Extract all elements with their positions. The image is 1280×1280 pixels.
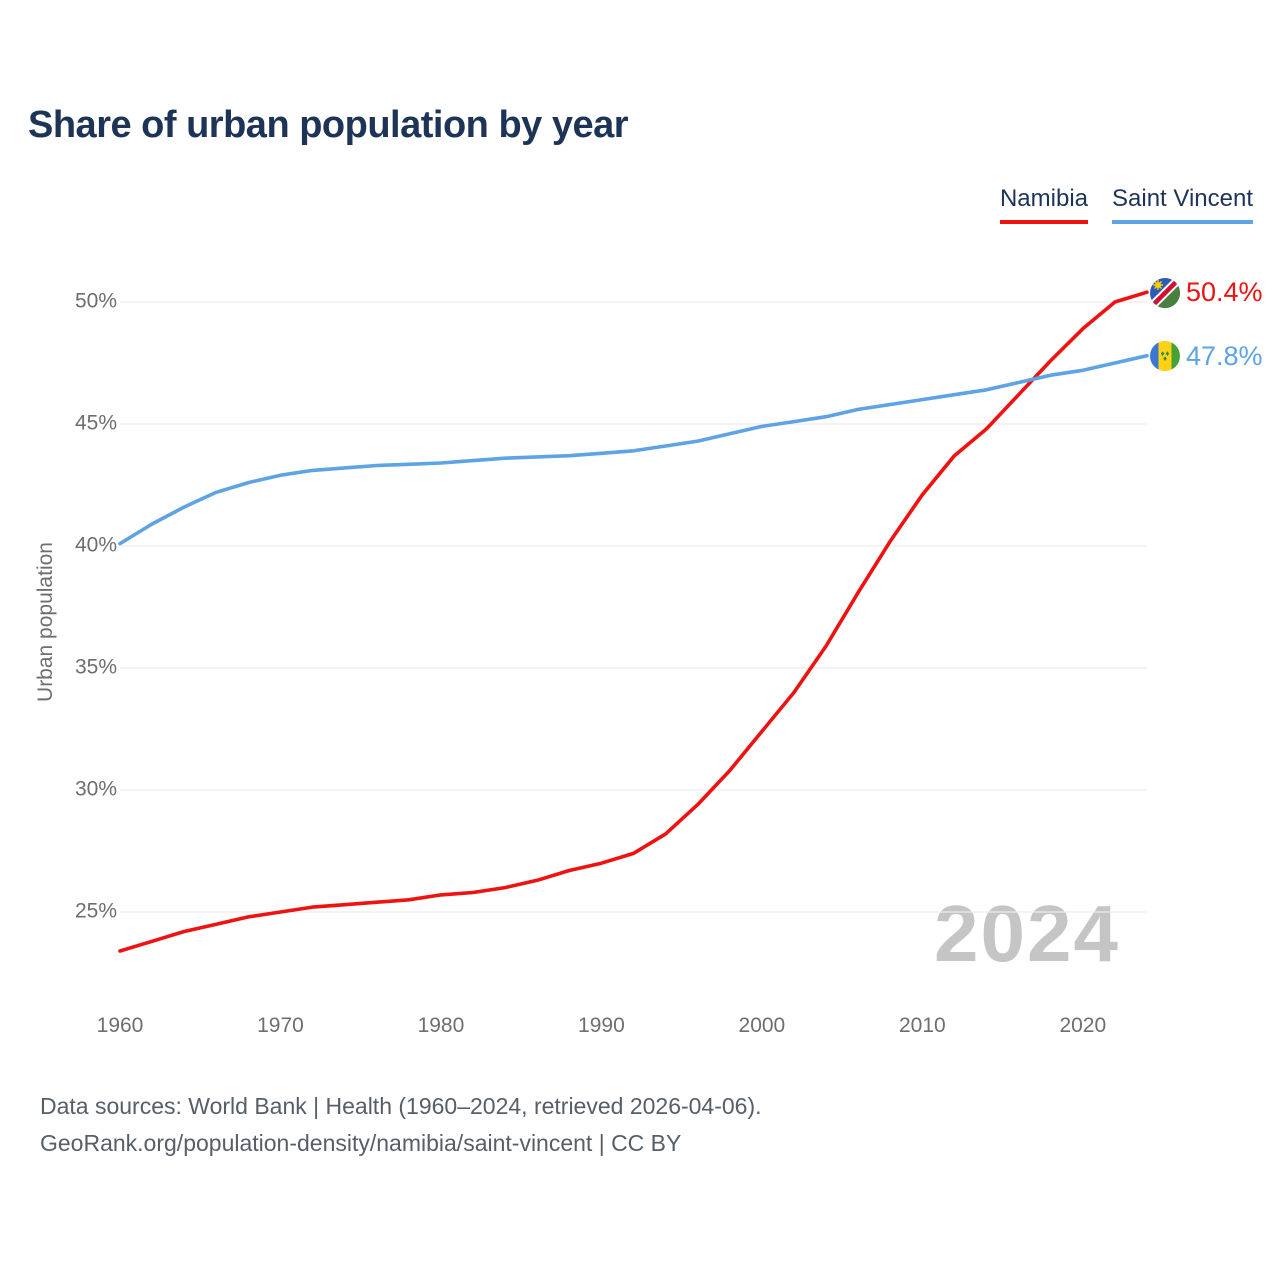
- y-axis-title: Urban population: [34, 542, 57, 702]
- x-tick-label: 2010: [898, 1014, 946, 1037]
- data-source-line2: GeoRank.org/population-density/namibia/s…: [40, 1130, 682, 1156]
- x-tick-label: 1990: [578, 1014, 625, 1037]
- series-end-label-namibia: 50.4%: [1150, 277, 1263, 308]
- legend-label-saint-vincent: Saint Vincent: [1112, 185, 1253, 212]
- x-tick-label: 1970: [257, 1014, 304, 1037]
- page-title: Share of urban population by year: [28, 104, 629, 146]
- legend-item-namibia[interactable]: Namibia: [999, 185, 1088, 224]
- legend: Namibia Saint Vincent: [999, 185, 1253, 224]
- y-tick-label: 25%: [74, 899, 117, 923]
- saint-vincent-flag-icon: [1150, 341, 1180, 372]
- y-tick-label: 40%: [74, 533, 117, 557]
- x-tick-label: 1960: [96, 1014, 144, 1037]
- data-source-note: Data sources: World Bank | Health (1960–…: [40, 1088, 762, 1162]
- end-value-namibia: 50.4%: [1186, 277, 1263, 308]
- legend-item-saint-vincent[interactable]: Saint Vincent: [1112, 185, 1253, 224]
- y-tick-label: 45%: [74, 411, 117, 435]
- legend-label-namibia: Namibia: [999, 185, 1088, 212]
- watermark-year: 2024: [934, 889, 1120, 978]
- y-tick-label: 50%: [74, 289, 117, 313]
- end-value-saint-vincent: 47.8%: [1186, 340, 1263, 371]
- x-tick-label: 2000: [738, 1014, 786, 1037]
- y-tick-label: 30%: [74, 777, 117, 801]
- y-tick-label: 35%: [74, 655, 117, 679]
- x-tick-label: 2020: [1059, 1014, 1107, 1037]
- data-source-line1: Data sources: World Bank | Health (1960–…: [40, 1093, 762, 1119]
- series-end-label-saint-vincent: 47.8%: [1150, 341, 1263, 372]
- namibia-flag-icon: [1150, 277, 1180, 308]
- x-tick-label: 1980: [417, 1014, 465, 1037]
